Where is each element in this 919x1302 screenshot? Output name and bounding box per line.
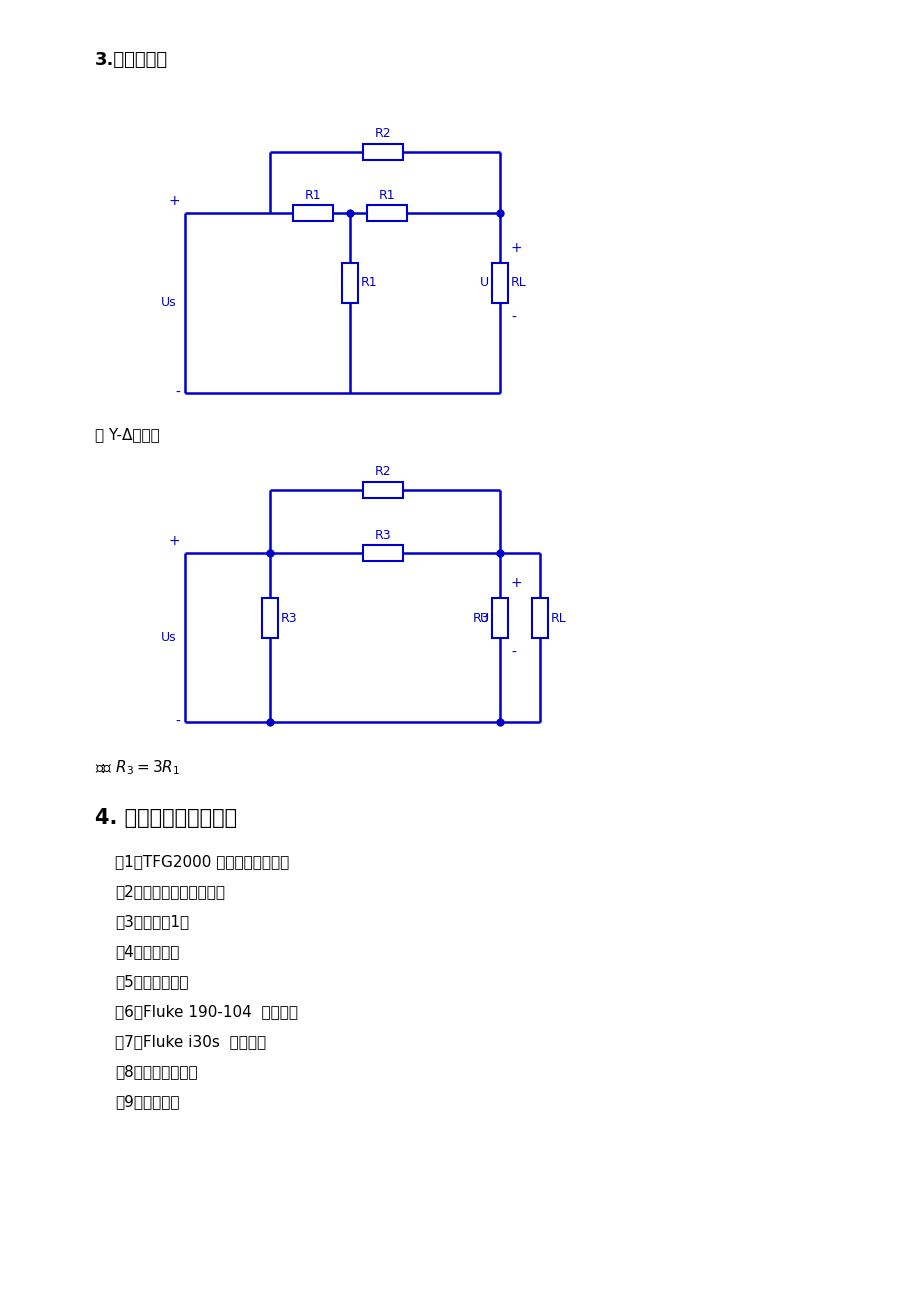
Text: -: - [175, 385, 180, 400]
Text: Us: Us [161, 297, 176, 310]
Text: +: + [510, 241, 522, 255]
Text: 其中 $R_3 = 3R_1$: 其中 $R_3 = 3R_1$ [95, 758, 180, 777]
Text: R3: R3 [280, 612, 298, 625]
Text: U: U [480, 276, 489, 289]
Text: Us: Us [161, 631, 176, 644]
Text: -: - [510, 311, 516, 326]
Text: （7）Fluke i30s  电流锔表: （7）Fluke i30s 电流锔表 [115, 1035, 266, 1049]
Text: （8）交直流实验筱: （8）交直流实验筱 [115, 1065, 198, 1079]
Text: （2）可编程线性直流电源: （2）可编程线性直流电源 [115, 884, 225, 900]
Bar [492, 598, 507, 638]
Bar [367, 204, 406, 221]
Text: 经 Y-Δ变换：: 经 Y-Δ变换： [95, 427, 160, 443]
Text: R2: R2 [374, 465, 391, 478]
Text: R1: R1 [379, 189, 395, 202]
Bar [531, 598, 548, 638]
Text: +: + [168, 534, 180, 548]
Text: R3: R3 [374, 529, 391, 542]
Text: 4. 仪器设备名称、型号: 4. 仪器设备名称、型号 [95, 809, 237, 828]
Bar [262, 598, 278, 638]
Bar [342, 263, 357, 303]
Bar [363, 145, 403, 160]
Text: +: + [510, 575, 522, 590]
Text: （1）TFG2000 型函数信号发生器: （1）TFG2000 型函数信号发生器 [115, 854, 289, 870]
Text: 3.实验电路图: 3.实验电路图 [95, 51, 168, 69]
Bar [363, 482, 403, 497]
Text: R3: R3 [471, 612, 489, 625]
Text: （3）电阻符1台: （3）电阻符1台 [115, 914, 189, 930]
Text: R1: R1 [304, 189, 321, 202]
Text: （5）数字万用表: （5）数字万用表 [115, 974, 188, 990]
Text: （9）导线若干: （9）导线若干 [115, 1095, 179, 1109]
Text: U: U [480, 612, 489, 625]
Text: RL: RL [510, 276, 527, 289]
Text: RL: RL [550, 612, 566, 625]
Text: +: + [168, 194, 180, 208]
Bar [492, 263, 507, 303]
Bar [363, 546, 403, 561]
Text: （6）Fluke 190-104  型示波表: （6）Fluke 190-104 型示波表 [115, 1005, 298, 1019]
Bar [292, 204, 333, 221]
Text: （4）电阻若干: （4）电阻若干 [115, 944, 179, 960]
Text: -: - [175, 715, 180, 729]
Text: R2: R2 [374, 128, 391, 141]
Text: -: - [510, 646, 516, 660]
Text: R1: R1 [360, 276, 377, 289]
